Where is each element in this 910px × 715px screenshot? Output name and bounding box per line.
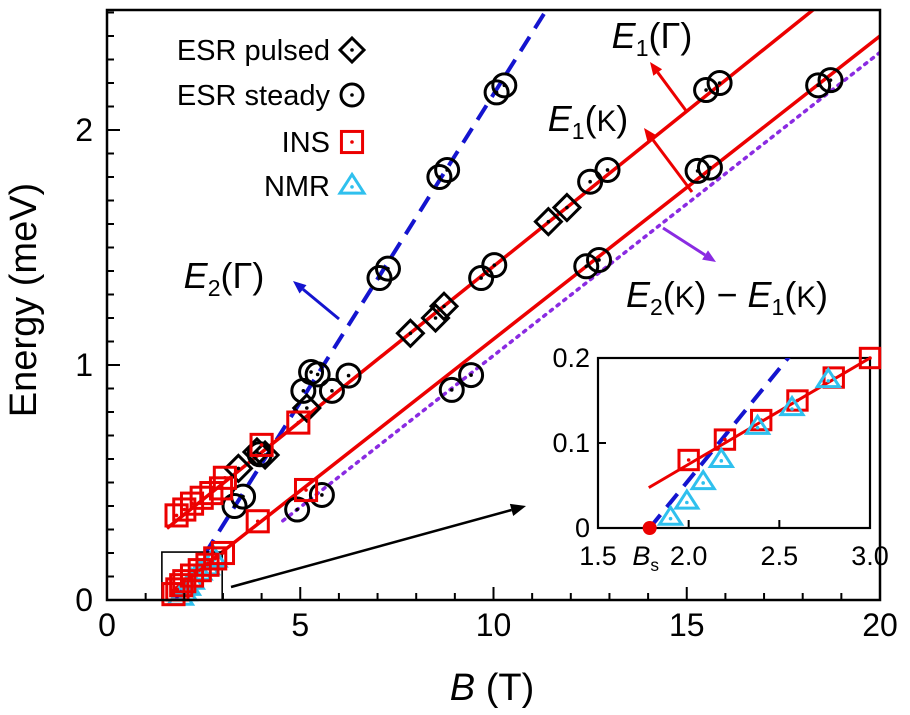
x-tick-label: 20 <box>862 607 898 643</box>
label-e2k-minus-e1k: E2(K) − E1(K) <box>626 274 828 320</box>
marker-circle <box>573 253 600 280</box>
marker-circle <box>318 377 345 404</box>
inset-connector-arrow <box>230 503 526 589</box>
inset-x-tick-label: 1.5 <box>579 541 617 571</box>
marker-square <box>210 540 236 566</box>
marker-circle <box>817 67 844 94</box>
marker-square <box>203 546 228 571</box>
marker-circle <box>339 82 365 108</box>
legend-label-diamond: ESR pulsed <box>177 35 330 67</box>
marker-circle <box>706 70 733 96</box>
marker-square <box>339 129 365 155</box>
marker-circle <box>438 376 465 403</box>
marker-triangle <box>778 394 806 417</box>
marker-circle <box>577 168 604 195</box>
marker-square <box>677 448 700 472</box>
label-e2k-minus-e1k-arrow <box>662 226 716 262</box>
axes: 0 5 10 15 20 0 1 2 B (T) Energy (meV) <box>3 8 898 709</box>
marker-diamond <box>428 291 460 322</box>
y-tick-label: 0 <box>75 582 93 618</box>
marker-diamond <box>395 318 426 349</box>
inset-plot: 1.5 2.0 2.5 3.0 0 0.1 0.2 Bs <box>552 343 888 575</box>
inset-y-tick-label: 0 <box>575 513 590 543</box>
label-e2-gamma: E2(Γ) <box>184 255 265 301</box>
marker-square <box>786 389 809 412</box>
marker-circle <box>284 496 311 523</box>
marker-diamond <box>420 302 451 334</box>
line-e2k-minus-e1k <box>281 50 880 523</box>
marker-circle <box>491 72 518 99</box>
bs-label: Bs <box>632 541 659 575</box>
marker-square <box>249 432 274 457</box>
inset-line-e2-gamma <box>648 358 791 528</box>
label-e1-k-arrow <box>644 128 694 193</box>
marker-triangle <box>673 488 701 510</box>
inset-x-tick-label: 2.5 <box>761 541 799 571</box>
legend-label-circle: ESR steady <box>177 80 331 112</box>
marker-triangle <box>689 468 717 491</box>
marker-circle <box>481 252 508 279</box>
marker-diamond <box>551 192 583 223</box>
label-e1-k: E1(K) <box>548 98 629 144</box>
marker-diamond <box>223 453 254 484</box>
x-tick-label: 15 <box>669 607 705 643</box>
y-axis-title: Energy (meV) <box>3 183 45 417</box>
marker-circle <box>468 265 495 292</box>
label-e1-gamma-arrow <box>650 62 689 113</box>
y-tick-label: 1 <box>75 347 93 383</box>
marker-diamond <box>337 35 367 65</box>
inset-series-nmr <box>656 366 843 526</box>
marker-square <box>169 573 194 598</box>
marker-circle <box>594 156 621 183</box>
legend: ESR pulsed ESR steady INS NMR <box>177 35 367 203</box>
marker-circle <box>374 255 401 282</box>
marker-circle <box>308 481 335 508</box>
marker-diamond <box>533 206 564 237</box>
marker-circle <box>458 362 485 389</box>
marker-square <box>245 509 270 534</box>
marker-triangle <box>814 366 843 389</box>
inset-y-tick-label: 0.2 <box>552 343 590 373</box>
marker-circle <box>696 154 723 181</box>
marker-circle <box>693 77 720 104</box>
x-tick-label: 5 <box>291 607 309 643</box>
marker-square <box>858 346 882 370</box>
marker-circle <box>304 361 331 388</box>
inset-y-tick-label: 0.1 <box>552 428 590 458</box>
x-tick-label: 0 <box>98 607 116 643</box>
series-ins <box>161 410 319 607</box>
annotations: E1(Γ) E1(K) E2(Γ) E2(K) − E1(K) <box>184 15 828 321</box>
marker-square <box>286 410 311 435</box>
label-e2-gamma-arrow <box>293 281 340 321</box>
marker-triangle <box>656 504 685 526</box>
bs-saturation-point <box>642 521 657 535</box>
line-e2-gamma <box>174 10 549 600</box>
marker-circle <box>586 246 613 273</box>
marker-square <box>212 465 237 490</box>
series-esr-steady <box>221 67 844 523</box>
inset-x-tick-label: 3.0 <box>851 541 889 571</box>
legend-label-triangle: NMR <box>264 171 330 203</box>
inset-x-tick-label: 2.0 <box>670 541 708 571</box>
x-tick-label: 10 <box>476 607 512 643</box>
legend-label-square: INS <box>282 127 330 159</box>
x-axis-title: B (T) <box>450 667 534 709</box>
marker-circle <box>434 156 461 183</box>
marker-square <box>713 428 737 451</box>
series-esr-pulsed <box>223 192 583 484</box>
label-e1-gamma: E1(Γ) <box>612 15 693 61</box>
marker-circle <box>335 362 362 389</box>
marker-diamond <box>291 392 322 424</box>
marker-triangle <box>707 446 736 468</box>
marker-triangle <box>743 413 772 435</box>
marker-square <box>293 477 319 503</box>
marker-triangle <box>337 171 367 195</box>
y-tick-label: 2 <box>75 112 93 148</box>
